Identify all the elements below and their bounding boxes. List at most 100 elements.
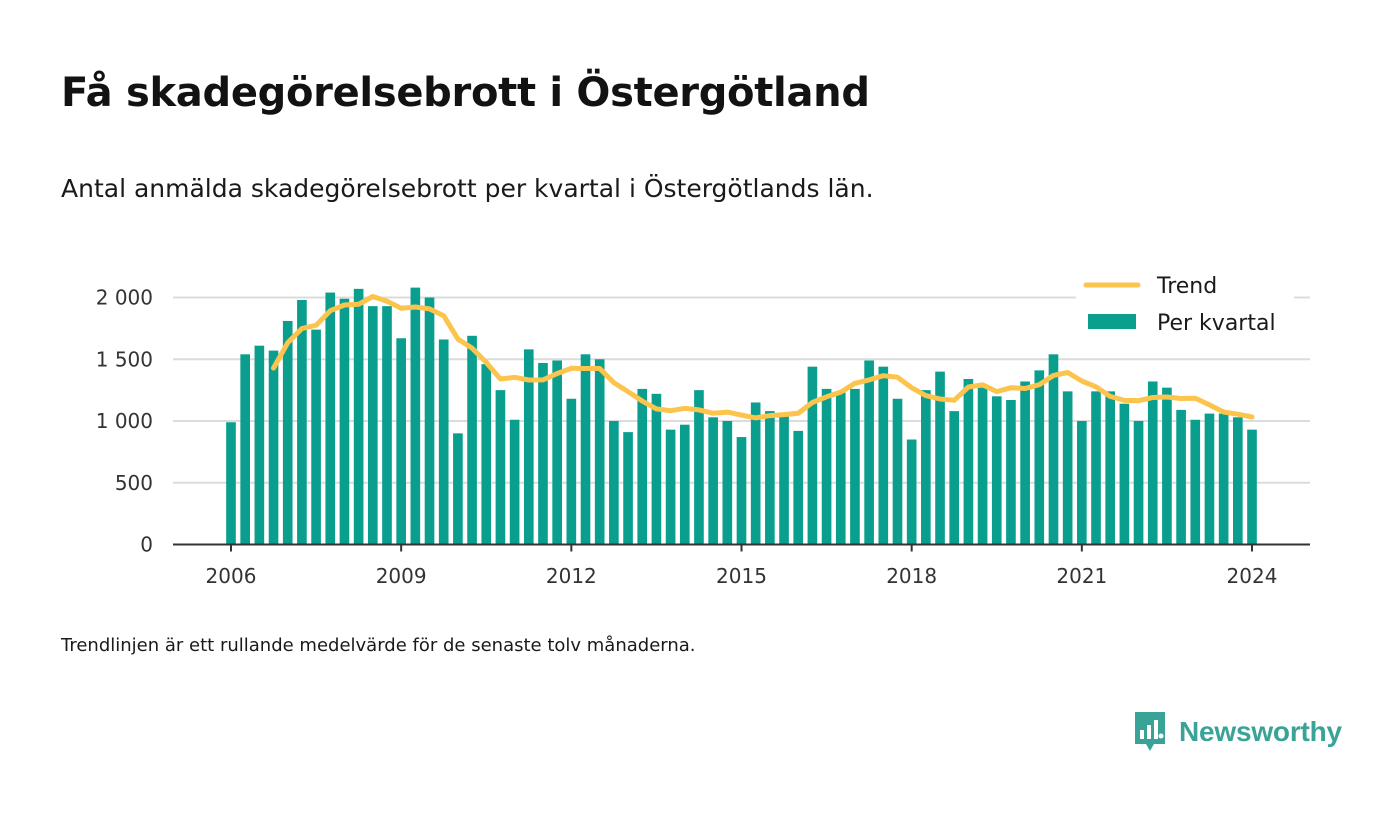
y-tick-label: 0 [140, 533, 153, 557]
bar [949, 411, 960, 545]
bar [1020, 381, 1030, 545]
bar [665, 429, 676, 545]
bar [694, 390, 704, 545]
bar [226, 422, 236, 545]
bar [1105, 391, 1116, 545]
bar [1218, 413, 1229, 545]
bar [580, 354, 591, 545]
bar [921, 390, 931, 545]
bar [240, 354, 251, 545]
x-tick-label: 2006 [206, 564, 257, 588]
bar [1062, 391, 1073, 545]
y-tick-label: 1 500 [96, 347, 153, 371]
bar [1077, 421, 1087, 545]
bar [325, 292, 336, 545]
bar [1147, 381, 1158, 545]
bar [367, 306, 378, 545]
chart-subtitle: Antal anmälda skadegörelsebrott per kvar… [61, 174, 874, 203]
bar [297, 299, 307, 545]
bar [807, 366, 818, 545]
bar [878, 366, 889, 545]
x-tick-labels: 2006 2009 2012 2015 2018 2021 2024 [206, 544, 1278, 588]
bar [1006, 400, 1016, 545]
newsworthy-logo-icon [1135, 712, 1165, 751]
bar [424, 297, 435, 545]
trend-line [271, 294, 1255, 421]
bar [722, 421, 733, 545]
brand-name: Newsworthy [1179, 716, 1342, 747]
bar [339, 298, 350, 545]
bar [481, 364, 492, 545]
bar [977, 387, 988, 545]
x-tick-label: 2015 [716, 564, 767, 588]
bar [382, 306, 392, 545]
bar [410, 287, 421, 545]
bar [736, 437, 747, 545]
bar [963, 379, 974, 545]
bar [935, 371, 945, 545]
x-tick-label: 2012 [546, 564, 597, 588]
bar [651, 393, 662, 545]
y-tick-labels: 0 500 1 000 1 500 2 000 [96, 286, 153, 557]
bar [1232, 417, 1243, 545]
bar [1034, 370, 1045, 545]
bar [779, 413, 789, 545]
x-tick-label: 2018 [886, 564, 937, 588]
legend-label-per-kvartal: Per kvartal [1157, 311, 1276, 336]
x-tick-label: 2024 [1227, 564, 1278, 588]
legend: Trend Per kvartal [1076, 265, 1294, 347]
bar [864, 360, 874, 545]
y-tick-label: 500 [115, 471, 153, 495]
bar [708, 417, 718, 545]
x-tick-label: 2021 [1056, 564, 1107, 588]
bar [268, 350, 279, 545]
bar [282, 320, 293, 545]
bar [495, 390, 506, 545]
bar [538, 362, 548, 545]
bar [438, 339, 449, 545]
chart-title: Få skadegörelsebrott i Östergötland [61, 70, 870, 116]
bar [594, 359, 605, 545]
brand: Newsworthy [1133, 712, 1342, 752]
bar [453, 433, 463, 545]
bar [1133, 421, 1144, 545]
bar [609, 421, 619, 545]
bar [552, 360, 562, 545]
bar [396, 338, 406, 545]
bar [835, 392, 846, 545]
bar [793, 430, 804, 545]
bar [1091, 391, 1101, 545]
bar [623, 432, 633, 545]
bar [311, 329, 321, 545]
bar [254, 345, 265, 545]
bar [1048, 354, 1059, 545]
bar [991, 396, 1002, 545]
bar [467, 335, 477, 545]
x-tick-label: 2009 [376, 564, 427, 588]
bar [750, 402, 761, 545]
bar [523, 349, 534, 545]
bar [1119, 403, 1130, 545]
trend-line-group [271, 294, 1255, 421]
bar [906, 439, 917, 545]
bar [1176, 409, 1186, 545]
y-tick-label: 2 000 [96, 286, 153, 310]
bar [850, 388, 860, 545]
bar [765, 411, 775, 545]
footnote: Trendlinjen är ett rullande medelvärde f… [61, 635, 696, 656]
legend-swatch-per-kvartal [1088, 314, 1136, 329]
bar [566, 398, 577, 545]
bar [821, 388, 832, 545]
bar [509, 419, 520, 545]
y-tick-label: 1 000 [96, 409, 153, 433]
bar [892, 398, 903, 545]
bar [1190, 419, 1201, 545]
bar [679, 424, 690, 545]
chart: 0 500 1 000 1 500 2 000 2006 2009 2012 2015 2018… [95, 265, 1310, 588]
legend-label-trend: Trend [1156, 274, 1217, 299]
bar [1247, 429, 1257, 545]
bar [353, 288, 364, 545]
bar [1162, 387, 1172, 545]
bar [1204, 413, 1215, 545]
bar [637, 388, 648, 545]
